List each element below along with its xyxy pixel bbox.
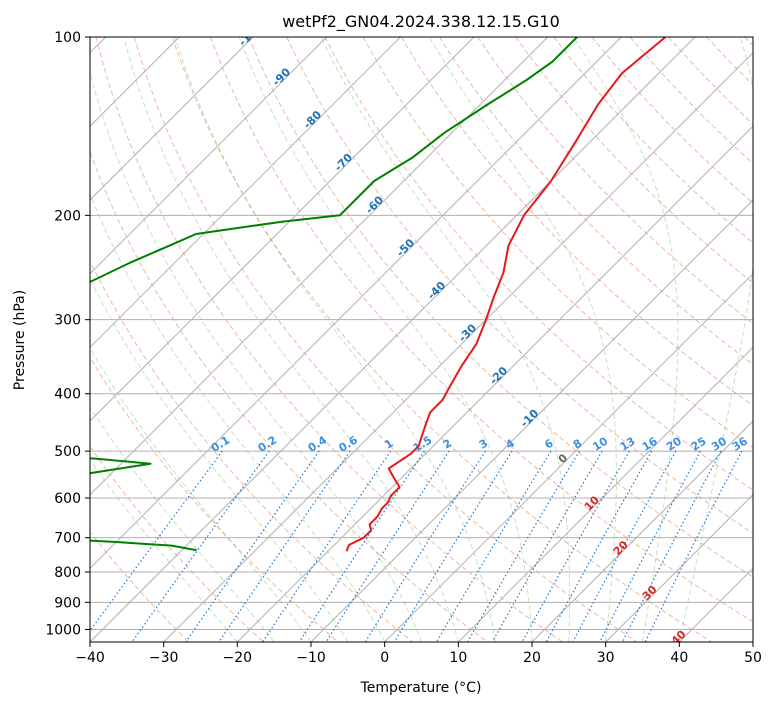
y-tick-label: 800: [54, 565, 81, 581]
mixing-ratio-line: [521, 450, 631, 642]
isotherm: [163, 51, 753, 642]
y-tick-label: 600: [54, 491, 81, 507]
chart-title: wetPf2_GN04.2024.338.12.15.G10: [282, 12, 560, 32]
y-tick-label: 400: [54, 387, 81, 403]
dry-adiabat: [90, 531, 190, 642]
series-line-0: [345, 37, 667, 552]
x-tick-label: 0: [380, 650, 389, 666]
dry-adiabat: [133, 37, 638, 642]
dry-adiabat: [400, 37, 753, 407]
x-tick-label: −10: [296, 650, 326, 666]
moist-adiabat: [428, 37, 617, 642]
y-tick-label: 900: [54, 595, 81, 611]
y-axis: 100 200 300 400 500 600 700 800 900 1000: [45, 30, 90, 638]
moist-adiabat: [123, 37, 459, 642]
y-tick-label: 1000: [45, 622, 81, 638]
dry-adiabat: [286, 37, 753, 534]
isotherm: [90, 37, 696, 642]
mixing-ratio-line: [90, 450, 223, 632]
dry-adiabat: [477, 37, 753, 325]
x-tick-label: −40: [75, 650, 105, 666]
mixing-ratio-line: [185, 450, 320, 642]
mixing-ratio-line: [298, 450, 425, 642]
series-line-1: [90, 37, 578, 552]
x-axis: −40 −30 −20 −10 0 10 20 30 40 50: [75, 642, 762, 666]
y-tick-label: 200: [54, 208, 81, 224]
mixing-ratio-line: [644, 450, 743, 642]
isotherm-label: -100: [236, 20, 265, 49]
x-tick-label: 30: [597, 650, 615, 666]
isotherm: [531, 420, 753, 642]
mixing-ratio-line: [621, 450, 722, 642]
isotherm: [90, 37, 549, 496]
mixing-ratio-line: [599, 450, 702, 642]
y-tick-label: 100: [54, 30, 81, 46]
y-tick-label: 500: [54, 444, 81, 460]
x-axis-title: Temperature (°C): [360, 680, 482, 696]
isotherm: [310, 199, 753, 642]
x-tick-label: −30: [149, 650, 179, 666]
dry-adiabat: [171, 37, 712, 642]
dry-adiabat: [210, 37, 753, 623]
isotherm: [90, 37, 328, 275]
dry-adiabat: [248, 37, 753, 578]
x-tick-label: −20: [223, 650, 253, 666]
x-tick-label: 40: [670, 650, 688, 666]
moist-adiabat: [320, 37, 571, 642]
dry-adiabat: [515, 37, 753, 284]
isotherm: [236, 125, 753, 642]
moist-adiabat: [678, 37, 753, 642]
mixing-ratio-line: [393, 450, 513, 642]
dry-adiabat: [95, 37, 563, 642]
dry-adiabat: [90, 445, 264, 642]
isotherm: [384, 272, 753, 642]
isotherm: [605, 493, 753, 642]
isotherm: [457, 346, 753, 642]
y-tick-label: 300: [54, 313, 81, 329]
isotherm: [90, 37, 401, 349]
dry-adiabat: [90, 259, 414, 642]
plot-frame: [89, 36, 754, 643]
moist-adiabat: [174, 37, 496, 642]
moist-adiabat: [238, 37, 533, 642]
mixing-ratio-line: [491, 450, 603, 642]
x-tick-label: 20: [523, 650, 541, 666]
y-axis-title: Pressure (hPa): [12, 290, 28, 390]
dry-adiabat: [438, 37, 753, 366]
isotherm: [90, 37, 475, 422]
mixing-ratio-line: [218, 450, 351, 642]
moist-adiabat: [90, 192, 386, 642]
dry-adiabat: [362, 37, 753, 449]
isotherm: [90, 37, 254, 201]
mixing-ratio-line: [545, 450, 653, 642]
moist-adiabat: [90, 459, 238, 642]
mixing-ratio-line: [572, 450, 677, 642]
mixing-ratio-line: [262, 450, 392, 642]
plot-area: 0.10.20.40.611.52346810131620253036-100-…: [90, 20, 753, 642]
y-tick-label: 700: [54, 531, 81, 547]
dry-adiabat: [90, 356, 339, 642]
dry-adiabat: [90, 150, 488, 642]
x-tick-label: 50: [744, 650, 762, 666]
dry-adiabat: [324, 37, 753, 491]
x-tick-label: 10: [449, 650, 467, 666]
moist-adiabat: [90, 406, 275, 642]
moist-adiabat: [572, 37, 679, 642]
